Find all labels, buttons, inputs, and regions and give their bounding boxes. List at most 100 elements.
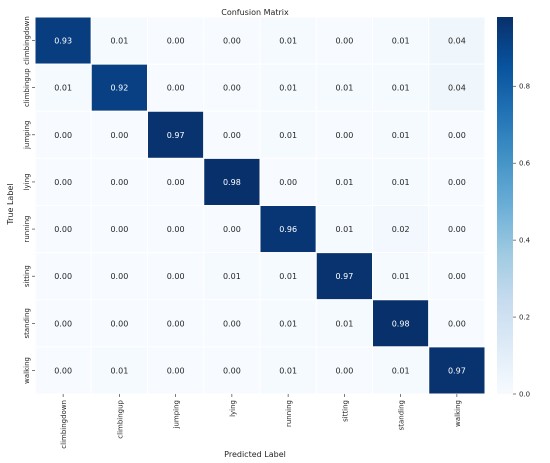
cell-value-label: 0.00 [448,272,466,281]
x-axis-label: Predicted Label [224,450,286,459]
cell-value-label: 0.00 [335,37,353,46]
heatmap-cell [147,299,205,348]
cell-value-label: 0.00 [335,131,353,140]
cell-value-label: 0.04 [448,84,466,93]
heatmap-cell [203,63,261,112]
cell-value-label: 0.97 [335,272,353,281]
y-tick-label: lying [23,173,31,190]
heatmap-cell [259,252,317,301]
heatmap-cell [147,16,205,65]
heatmap-cell [34,16,92,65]
heatmap-cell [372,205,430,254]
heatmap-cell [90,110,148,159]
heatmap-cell [315,110,373,159]
heatmap-cell [90,63,148,112]
cell-value-label: 0.97 [167,131,185,140]
cell-value-label: 0.01 [279,37,297,46]
cell-value-label: 0.01 [335,225,353,234]
heatmap-cell [203,205,261,254]
cell-value-label: 0.02 [392,225,410,234]
heatmap-cell [372,299,430,348]
cell-value-label: 0.01 [279,272,297,281]
cell-value-label: 0.01 [279,84,297,93]
x-tick-labels: climbingdown climbingup jumping lying runnin… [60,394,462,449]
cell-value-label: 0.01 [223,272,241,281]
y-axis-label: True Label [6,183,15,225]
y-tick-labels: climbingdown climbingup jumping lying runnin… [23,16,35,384]
x-tick-label: walking [454,400,462,427]
cell-value-label: 0.01 [279,366,297,375]
cell-value-label: 0.01 [335,84,353,93]
cell-value-label: 0.00 [167,225,185,234]
cell-value-label: 0.01 [110,37,128,46]
cell-value-label: 0.00 [279,178,297,187]
cell-value-label: 0.00 [448,131,466,140]
heatmap-cell [428,346,486,395]
cell-value-label: 0.00 [110,178,128,187]
heatmap-cells: 0.93 0.01 0.00 0.00 0.01 0.00 0.01 0.04 0.01 0.92… [34,16,486,395]
cell-value-label: 0.00 [54,319,72,328]
cell-value-label: 0.04 [448,37,466,46]
cell-value-label: 0.01 [335,178,353,187]
cell-value-label: 0.93 [54,37,72,46]
heatmap-cell [147,252,205,301]
colorbar-ticks: 0.0 0.2 0.4 0.6 0.8 [513,83,531,399]
cell-value-label: 0.00 [54,178,72,187]
heatmap-cell [90,252,148,301]
x-tick-label: climbingdown [60,400,68,449]
cell-value-label: 0.00 [448,319,466,328]
cell-value-label: 0.00 [167,272,185,281]
x-tick-label: jumping [173,400,181,429]
y-tick-label: jumping [23,121,31,150]
cell-value-label: 0.00 [223,37,241,46]
cell-value-label: 0.00 [54,366,72,375]
y-tick-label: standing [23,308,31,338]
cell-value-label: 0.00 [54,131,72,140]
heatmap-cell [259,205,317,254]
cell-value-label: 0.00 [335,366,353,375]
colorbar: 0.0 0.2 0.4 0.6 0.8 [497,17,531,399]
x-tick-label: standing [398,400,406,430]
cell-value-label: 0.00 [167,366,185,375]
heatmap-cell [428,63,486,112]
cell-value-label: 0.00 [167,319,185,328]
colorbar-tick-label: 0.4 [519,237,531,245]
heatmap-cell [34,157,92,206]
x-tick-label: lying [229,400,237,417]
heatmap-cell [259,346,317,395]
x-tick-label: sitting [341,400,349,422]
cell-value-label: 0.01 [392,178,410,187]
heatmap-cell [259,157,317,206]
cell-value-label: 0.01 [279,319,297,328]
cell-value-label: 0.00 [54,225,72,234]
x-tick-label: running [285,400,293,427]
colorbar-tick-label: 0.8 [519,83,530,91]
cell-value-label: 0.00 [448,178,466,187]
chart-title: Confusion Matrix [221,8,289,17]
cell-value-label: 0.00 [223,366,241,375]
cell-value-label: 0.00 [54,272,72,281]
cell-value-label: 0.97 [448,366,466,375]
heatmap-cell [203,157,261,206]
heatmap-cell [34,299,92,348]
colorbar-tick-label: 0.0 [519,391,530,399]
cell-value-label: 0.00 [223,225,241,234]
cell-value-label: 0.00 [167,178,185,187]
heatmap-cell [259,110,317,159]
cell-value-label: 0.01 [279,131,297,140]
y-tick-label: sitting [23,265,31,287]
cell-value-label: 0.01 [110,366,128,375]
cell-value-label: 0.00 [223,319,241,328]
cell-value-label: 0.00 [448,225,466,234]
colorbar-tick-label: 0.2 [519,314,530,322]
cell-value-label: 0.00 [110,319,128,328]
heatmap-cell [372,157,430,206]
heatmap-cell [203,110,261,159]
colorbar-gradient [497,17,513,394]
heatmap-cell [428,299,486,348]
heatmap-cell [147,110,205,159]
heatmap-cell [428,252,486,301]
heatmap-cell [259,299,317,348]
cell-value-label: 0.00 [223,131,241,140]
y-tick-label: climbingup [23,68,31,107]
